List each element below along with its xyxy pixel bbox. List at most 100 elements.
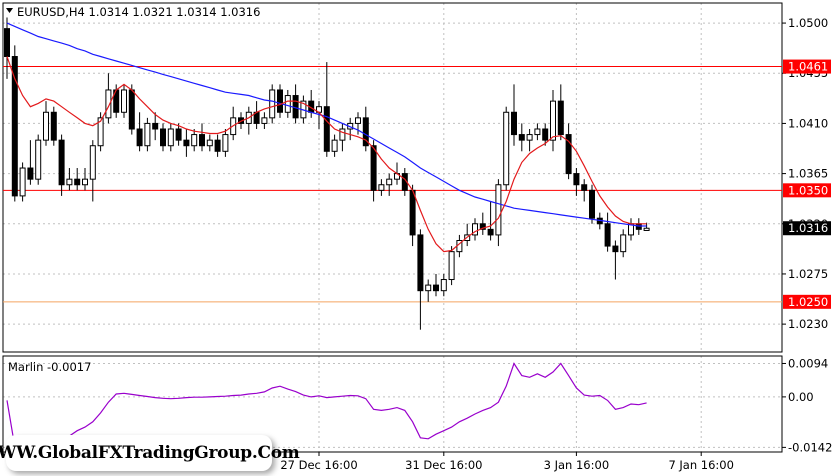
- candle-body: [152, 122, 159, 130]
- indicator-series: [6, 362, 647, 449]
- current-price-box: [783, 221, 831, 236]
- candle-body: [355, 117, 361, 124]
- candle-body: [417, 234, 424, 292]
- candle-body: [35, 139, 42, 180]
- y-tick-label: 1.0230: [788, 317, 828, 331]
- candle-body: [66, 178, 73, 186]
- candle-body: [105, 89, 112, 119]
- candle-body: [378, 184, 385, 191]
- moving-averages: [6, 22, 647, 253]
- candle-body: [136, 128, 143, 147]
- candle-body: [534, 128, 541, 136]
- candle-body: [121, 89, 127, 113]
- level-label-box: [783, 183, 831, 198]
- indicator-y-tick-label: 0.00: [788, 390, 814, 404]
- candle-body: [74, 178, 81, 186]
- candle-body: [27, 167, 34, 180]
- candle-body: [323, 106, 330, 152]
- level-lines: [3, 66, 782, 303]
- candle-body: [167, 128, 174, 147]
- level-label: 1.0461: [788, 60, 828, 74]
- y-tick-label: 1.0365: [788, 167, 828, 181]
- candle-body: [487, 228, 494, 236]
- candle-body: [643, 227, 650, 231]
- candle-body: [472, 223, 478, 236]
- candle-body: [550, 100, 556, 141]
- candle-body: [331, 139, 338, 152]
- candle-body: [160, 128, 166, 147]
- candle-body: [50, 111, 57, 141]
- candle-body: [284, 95, 291, 113]
- indicator-y-tick-label: -0.0142: [788, 440, 832, 454]
- candle-body: [386, 178, 393, 186]
- candles: [4, 17, 650, 330]
- candle-body: [573, 173, 580, 186]
- candle-body: [542, 128, 549, 141]
- candle-body: [620, 234, 627, 253]
- x-tick-label: 3 Jan 16:00: [544, 458, 610, 472]
- candle-body: [511, 111, 517, 136]
- candle-body: [557, 100, 564, 136]
- time-axis: 27 Dec 16:00 31 Dec 16:00 3 Jan 16:00 7 Jan…: [280, 452, 734, 472]
- candle-body: [261, 117, 268, 124]
- candle-body: [222, 134, 229, 152]
- candle-body: [214, 139, 221, 152]
- level-label-box: [783, 294, 831, 309]
- candle-body: [4, 28, 10, 58]
- candle-body: [97, 117, 104, 147]
- candle-body: [269, 89, 276, 119]
- level-label-box: [783, 59, 831, 74]
- candle-body: [370, 145, 377, 191]
- candle-body: [581, 184, 588, 191]
- candle-body: [339, 128, 346, 141]
- marlin-line: [6, 362, 647, 449]
- y-tick-label: 1.0275: [788, 267, 828, 281]
- candle-body: [19, 167, 26, 197]
- candle-body: [175, 128, 182, 141]
- main-grid: [3, 3, 782, 352]
- candle-body: [362, 117, 369, 147]
- candle-body: [433, 284, 439, 292]
- candle-body: [144, 122, 151, 147]
- ma-blue-line: [6, 22, 647, 227]
- candle-body: [526, 134, 533, 141]
- x-tick-label: 27 Dec 16:00: [280, 458, 357, 472]
- candle-body: [58, 139, 65, 186]
- indicator-header: Marlin -0.0017: [8, 360, 91, 374]
- ma-red-line: [6, 56, 647, 253]
- price-axis: 1.05001.04551.04101.03651.03201.02751.02…: [782, 16, 831, 331]
- level-label: 1.0250: [788, 295, 828, 309]
- candle-body: [199, 134, 205, 147]
- candle-body: [89, 145, 96, 180]
- level-label: 1.0350: [788, 183, 828, 197]
- candle-body: [495, 184, 502, 236]
- y-tick-label: 1.0410: [788, 116, 828, 130]
- candle-body: [503, 111, 510, 186]
- candle-body: [128, 89, 135, 130]
- candle-body: [425, 284, 432, 292]
- x-tick-label: 7 Jan 16:00: [668, 458, 734, 472]
- current-price-label: 1.0316: [788, 221, 828, 235]
- main-chart-frame: [2, 2, 783, 353]
- candle-body: [479, 223, 486, 230]
- candle-body: [612, 245, 619, 253]
- candle-body: [277, 89, 283, 113]
- candle-body: [604, 223, 611, 247]
- x-tick-label: 31 Dec 16:00: [405, 458, 482, 472]
- indicator-frame: [2, 355, 783, 453]
- indicator-y-tick-label: 0.0094: [788, 356, 828, 370]
- candle-body: [191, 134, 198, 147]
- candle-body: [183, 139, 190, 147]
- candle-body: [440, 279, 447, 292]
- indicator-grid: [3, 356, 782, 452]
- watermark-badge: WWW.GlobalFXTradingGroup.Com: [0, 435, 300, 471]
- candle-body: [565, 134, 572, 175]
- candle-body: [43, 111, 49, 141]
- indicator-axis: 0.0094 0.00 -0.0142: [782, 356, 832, 454]
- candle-body: [589, 189, 595, 219]
- collapse-triangle-icon[interactable]: [6, 8, 13, 13]
- y-tick-label: 1.0500: [788, 16, 828, 30]
- candle-body: [206, 139, 213, 147]
- candle-body: [82, 178, 88, 186]
